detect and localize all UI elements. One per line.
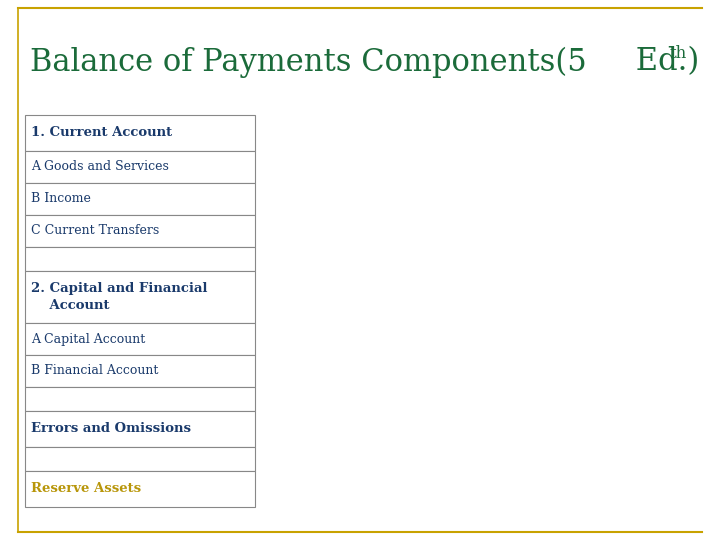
Bar — [25, 387, 255, 411]
Text: C Current Transfers: C Current Transfers — [31, 225, 159, 238]
Bar — [25, 247, 255, 271]
Bar — [25, 215, 255, 247]
Bar — [25, 447, 255, 471]
Bar — [25, 271, 255, 323]
Text: A Goods and Services: A Goods and Services — [31, 160, 169, 173]
Bar — [25, 355, 255, 387]
Text: Ed.): Ed.) — [626, 46, 700, 78]
Bar — [25, 471, 255, 507]
Text: 1. Current Account: 1. Current Account — [31, 126, 172, 139]
Text: Errors and Omissions: Errors and Omissions — [31, 422, 191, 435]
Text: B Income: B Income — [31, 192, 91, 206]
Bar — [25, 183, 255, 215]
Bar — [25, 323, 255, 355]
Bar — [25, 151, 255, 183]
Text: th: th — [670, 44, 688, 62]
Text: Reserve Assets: Reserve Assets — [31, 483, 141, 496]
Text: A Capital Account: A Capital Account — [31, 333, 145, 346]
Text: B Financial Account: B Financial Account — [31, 364, 158, 377]
Text: Balance of Payments Components(5: Balance of Payments Components(5 — [30, 46, 587, 78]
Bar — [25, 411, 255, 447]
Text: 2. Capital and Financial
    Account: 2. Capital and Financial Account — [31, 282, 207, 312]
Bar — [25, 115, 255, 151]
